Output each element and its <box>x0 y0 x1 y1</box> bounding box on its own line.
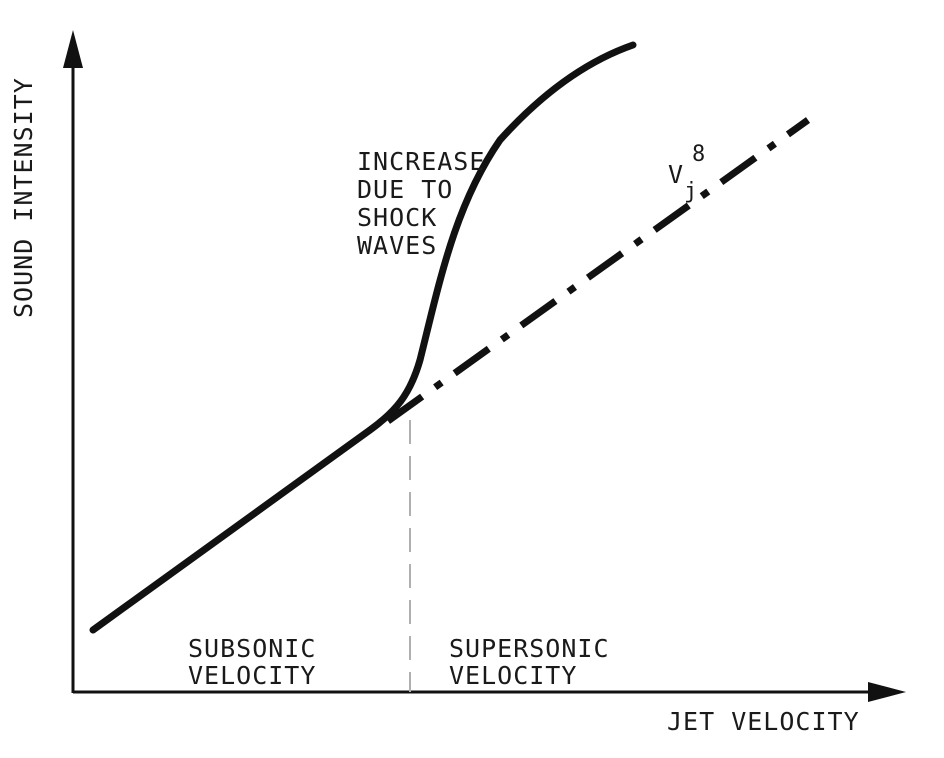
vj8-label-subscript: j <box>684 179 697 204</box>
axes <box>63 30 906 702</box>
vj8-label: V j 8 <box>668 142 705 204</box>
shock-waves-annotation: INCREASE DUE TO SHOCK WAVES <box>357 147 485 260</box>
vj8-label-base: V <box>668 160 684 189</box>
shock-annotation-line-3: SHOCK <box>357 203 437 232</box>
shock-annotation-line-4: WAVES <box>357 231 437 260</box>
shock-annotation-line-2: DUE TO <box>357 175 453 204</box>
vj8-reference-line <box>385 117 811 424</box>
subsonic-label: SUBSONIC VELOCITY <box>188 634 316 690</box>
shock-annotation-line-1: INCREASE <box>357 147 485 176</box>
supersonic-label-line-2: VELOCITY <box>449 661 577 690</box>
x-axis-label: JET VELOCITY <box>667 707 860 736</box>
subsonic-label-line-2: VELOCITY <box>188 661 316 690</box>
y-axis-label: SOUND INTENSITY <box>9 77 38 318</box>
supersonic-label: SUPERSONIC VELOCITY <box>449 634 610 690</box>
x-axis-arrowhead <box>868 682 906 702</box>
y-axis-arrowhead <box>63 30 83 68</box>
subsonic-label-line-1: SUBSONIC <box>188 634 316 663</box>
sound-intensity-curve <box>89 41 637 634</box>
vj8-label-superscript: 8 <box>692 142 705 167</box>
supersonic-label-line-1: SUPERSONIC <box>449 634 610 663</box>
